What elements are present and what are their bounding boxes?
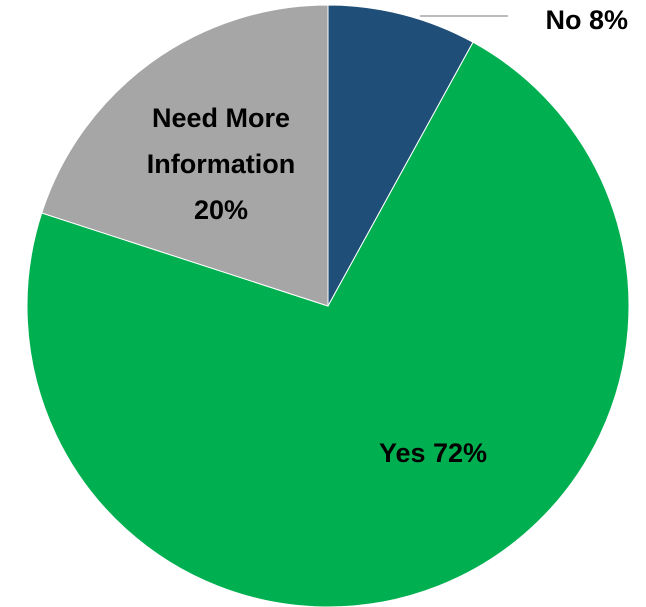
pie-slice-no bbox=[327, 4, 474, 307]
pie-slice-yes bbox=[26, 41, 630, 607]
slice-label-no: No 8% bbox=[545, 5, 628, 35]
slice-label-need-more-information: Need More Information 20% bbox=[147, 103, 296, 225]
slice-label-yes: Yes 72% bbox=[379, 438, 487, 468]
pie-slices bbox=[26, 4, 630, 607]
pie-slice-need-more-information bbox=[41, 4, 329, 307]
slice-labels: No 8% Yes 72% Need More Information 20% bbox=[147, 5, 628, 468]
